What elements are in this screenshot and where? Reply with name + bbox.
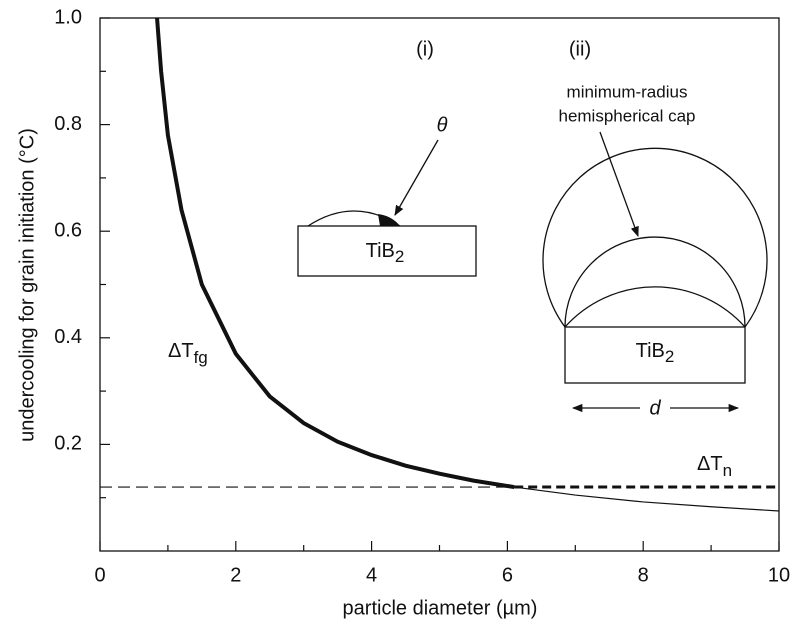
particle-box: [564, 326, 746, 384]
y-tick-label: 0.4: [54, 326, 82, 348]
theta-label: θ: [437, 114, 448, 136]
x-axis-label: particle diameter (µm): [343, 597, 538, 619]
x-tick-label: 0: [94, 564, 105, 586]
y-tick-label: 0.6: [54, 219, 82, 241]
curve-label: ΔTfg: [168, 340, 208, 367]
data-line: [155, 17, 515, 490]
large-cap: [542, 147, 768, 328]
x-tick-label: 4: [366, 564, 377, 586]
panel-label: (ii): [569, 38, 591, 60]
x-tick-label: 8: [638, 564, 649, 586]
diameter-label: d: [649, 397, 661, 419]
cap-label: hemispherical cap: [558, 106, 695, 125]
theta-arrow: [394, 139, 439, 216]
dashed-label: ΔTn: [697, 453, 732, 480]
y-tick-label: 1.0: [54, 6, 82, 28]
particle-label: TiB2: [636, 340, 675, 366]
x-tick-label: 10: [768, 564, 790, 586]
x-tick-label: 2: [230, 564, 241, 586]
x-tick-label: 6: [502, 564, 513, 586]
y-tick-label: 0.2: [54, 433, 82, 455]
data-line: [514, 486, 780, 512]
contact-wedge: [378, 214, 400, 226]
hemisphere-cap: [564, 236, 746, 328]
cap-arrow: [599, 131, 639, 237]
particle-label: TiB2: [366, 240, 405, 266]
small-cap: [564, 286, 746, 328]
cap-label: minimum-radius: [567, 82, 688, 101]
panel-label: (i): [416, 38, 434, 60]
y-tick-label: 0.8: [54, 113, 82, 135]
y-axis-label: undercooling for grain initiation (°C): [16, 128, 38, 442]
